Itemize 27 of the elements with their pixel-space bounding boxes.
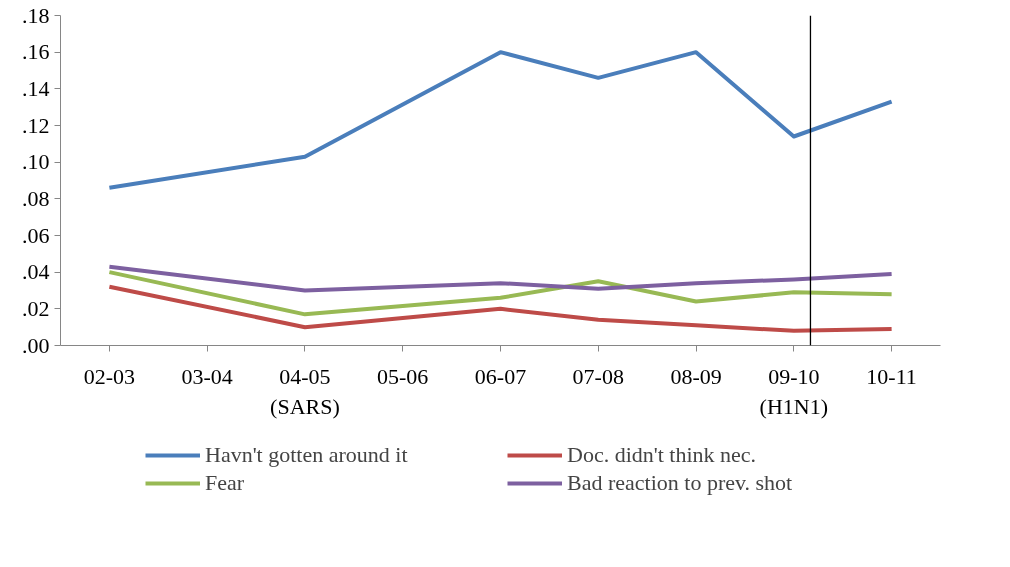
y-tick-label: .08 bbox=[22, 185, 50, 211]
y-tick-label: .14 bbox=[22, 75, 50, 101]
y-tick-label: .06 bbox=[22, 222, 50, 248]
legend-label: Bad reaction to prev. shot bbox=[567, 470, 794, 496]
x-tick-label: 09-10 (H1N1) bbox=[759, 363, 829, 419]
x-tick-label: 04-05 (SARS) bbox=[270, 363, 340, 419]
y-tick-label: .16 bbox=[22, 39, 50, 65]
line-series bbox=[107, 270, 894, 317]
y-tick-label: .04 bbox=[22, 259, 50, 285]
legend-label: Havn't gotten around it bbox=[205, 442, 409, 468]
x-tick-label: 02-03 bbox=[83, 363, 136, 389]
legend-label: Fear bbox=[205, 470, 246, 496]
x-tick-label: 03-04 bbox=[181, 363, 233, 389]
x-tick-label: 10-11 bbox=[866, 363, 917, 389]
x-tick-label: 05-06 bbox=[377, 363, 429, 389]
line-series bbox=[107, 50, 894, 190]
y-tick-label: .12 bbox=[22, 112, 50, 138]
y-tick-label: .02 bbox=[22, 295, 50, 321]
x-tick-label: 08-09 bbox=[670, 363, 722, 389]
y-tick-label: .18 bbox=[22, 2, 50, 28]
y-tick-label: .10 bbox=[22, 149, 50, 175]
y-tick-label: .00 bbox=[22, 332, 50, 358]
legend-label: Doc. didn't think nec. bbox=[567, 442, 758, 468]
line-series bbox=[107, 284, 894, 333]
line-series bbox=[107, 264, 894, 293]
x-tick-label: 07-08 bbox=[572, 363, 624, 389]
x-tick-label: 06-07 bbox=[474, 363, 527, 389]
